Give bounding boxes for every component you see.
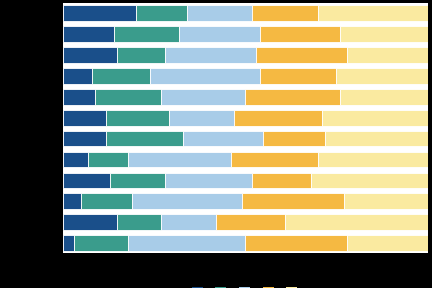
- Bar: [340, 26, 428, 42]
- Bar: [264, 131, 325, 146]
- Bar: [318, 5, 428, 21]
- Bar: [168, 110, 234, 126]
- Bar: [260, 68, 337, 84]
- Bar: [161, 89, 245, 105]
- Bar: [92, 68, 150, 84]
- Bar: [63, 68, 92, 84]
- Bar: [252, 173, 311, 188]
- Bar: [245, 89, 340, 105]
- Bar: [252, 5, 318, 21]
- Bar: [285, 214, 428, 230]
- Bar: [260, 26, 340, 42]
- Bar: [165, 173, 252, 188]
- Bar: [347, 47, 428, 63]
- Bar: [311, 173, 428, 188]
- Bar: [63, 89, 95, 105]
- Bar: [118, 214, 161, 230]
- Bar: [216, 214, 285, 230]
- Bar: [187, 5, 252, 21]
- Bar: [63, 194, 81, 209]
- Bar: [88, 152, 128, 167]
- Bar: [63, 110, 106, 126]
- Bar: [128, 152, 231, 167]
- Bar: [245, 235, 347, 251]
- Bar: [128, 235, 245, 251]
- Bar: [179, 26, 260, 42]
- Bar: [165, 47, 256, 63]
- Bar: [344, 194, 428, 209]
- Bar: [322, 110, 428, 126]
- Bar: [106, 110, 168, 126]
- Bar: [63, 5, 136, 21]
- Bar: [63, 47, 118, 63]
- Bar: [118, 47, 165, 63]
- Bar: [63, 131, 106, 146]
- Bar: [95, 89, 161, 105]
- Bar: [63, 235, 73, 251]
- Bar: [183, 131, 264, 146]
- Bar: [337, 68, 428, 84]
- Bar: [347, 235, 428, 251]
- Bar: [110, 173, 165, 188]
- Bar: [256, 47, 347, 63]
- Bar: [63, 173, 110, 188]
- Bar: [241, 194, 344, 209]
- Bar: [63, 214, 118, 230]
- Bar: [63, 26, 114, 42]
- Legend: , , , , : , , , ,: [186, 281, 304, 288]
- Bar: [136, 5, 187, 21]
- Bar: [63, 152, 88, 167]
- Bar: [114, 26, 179, 42]
- Bar: [132, 194, 241, 209]
- Bar: [231, 152, 318, 167]
- Bar: [234, 110, 322, 126]
- Bar: [318, 152, 428, 167]
- Bar: [340, 89, 428, 105]
- Bar: [81, 194, 132, 209]
- Bar: [161, 214, 216, 230]
- Bar: [73, 235, 128, 251]
- Bar: [325, 131, 428, 146]
- Bar: [106, 131, 183, 146]
- Bar: [150, 68, 260, 84]
